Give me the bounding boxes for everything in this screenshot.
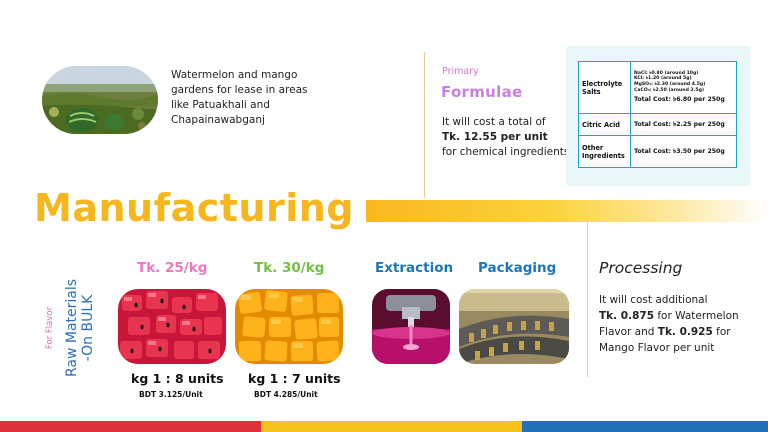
raw-materials-label: Raw Materials -On BULK bbox=[64, 279, 96, 377]
formulae-title: Formulae bbox=[441, 83, 523, 101]
watermelon-field-image bbox=[42, 66, 158, 134]
salt-line: CaCO₃: ৳2.50 (around 2.5g) bbox=[634, 87, 704, 93]
extraction-photo bbox=[372, 289, 450, 364]
table-row: Citric Acid Total Cost: ৳2.25 per 250g bbox=[578, 113, 737, 136]
processing-wm-text: for Watermelon Flavor and bbox=[599, 310, 739, 338]
watermelon-unit-cost: BDT 3.125/Unit bbox=[139, 390, 203, 399]
bottom-bar-yellow bbox=[261, 421, 523, 432]
table-row-label: Electrolyte Salts bbox=[578, 61, 631, 114]
processing-description: It will cost additional Tk. 0.875 for Wa… bbox=[599, 292, 767, 356]
field-caption: Watermelon and mango gardens for lease i… bbox=[171, 69, 308, 126]
packaging-photo bbox=[459, 289, 569, 364]
mango-processing-cost: Tk. 0.925 bbox=[657, 326, 713, 338]
mango-yield-ratio: kg 1 : 7 units bbox=[248, 371, 341, 386]
formulae-highlight: Tk. 12.55 per unit bbox=[442, 131, 548, 143]
processing-line1: It will cost additional bbox=[599, 294, 708, 306]
total-cost: Total Cost: ৳3.50 per 250g bbox=[634, 147, 725, 155]
table-row-detail: Total Cost: ৳2.25 per 250g bbox=[630, 113, 737, 136]
table-row-detail: Total Cost: ৳3.50 per 250g bbox=[630, 135, 737, 168]
mango-cubes-photo bbox=[235, 289, 343, 364]
packaging-heading: Packaging bbox=[478, 260, 557, 276]
raw-materials-line2: -On BULK bbox=[80, 294, 96, 362]
formulae-text-after: for chemical ingredients bbox=[442, 146, 570, 158]
watermelon-price: Tk. 25/kg bbox=[137, 260, 208, 276]
table-row: Electrolyte Salts NaCl: ৳0.80 (around 10… bbox=[578, 61, 737, 114]
salt-line: NaCl: ৳0.80 (around 10g) bbox=[634, 70, 699, 76]
extraction-heading: Extraction bbox=[375, 260, 454, 276]
table-row-label: Other Ingredients bbox=[578, 135, 631, 168]
salt-line: MgSO₄: ৳2.30 (around 4.5g) bbox=[634, 82, 706, 87]
formulae-description: It will cost a total of Tk. 12.55 per un… bbox=[442, 115, 577, 160]
watermelon-cubes-photo bbox=[118, 289, 226, 364]
processing-title: Processing bbox=[599, 259, 683, 277]
total-cost: Total Cost: ৳6.80 per 250g bbox=[634, 96, 725, 104]
mango-cubes-image bbox=[235, 289, 343, 364]
divider-line bbox=[424, 52, 425, 198]
raw-materials-line1: Raw Materials bbox=[64, 278, 80, 378]
divider-line bbox=[587, 222, 588, 377]
watermelon-field-photo bbox=[42, 66, 158, 134]
watermelon-cubes-image bbox=[118, 289, 226, 364]
bottom-bar-blue bbox=[522, 421, 768, 432]
packaging-image bbox=[459, 289, 569, 364]
manufacturing-title: Manufacturing bbox=[34, 186, 354, 230]
table-row-label: Citric Acid bbox=[578, 113, 631, 136]
bottom-bar-red bbox=[0, 421, 262, 432]
formulae-text-before: It will cost a total of bbox=[442, 116, 546, 128]
headline-accent-band bbox=[366, 200, 768, 222]
bottom-color-bar bbox=[0, 421, 768, 432]
mango-unit-cost: BDT 4.285/Unit bbox=[254, 390, 318, 399]
formulae-kicker: Primary bbox=[442, 66, 479, 77]
total-cost: Total Cost: ৳2.25 per 250g bbox=[634, 120, 725, 128]
mango-price: Tk. 30/kg bbox=[254, 260, 325, 276]
ingredient-cost-table: Electrolyte Salts NaCl: ৳0.80 (around 10… bbox=[578, 61, 737, 168]
watermelon-processing-cost: Tk. 0.875 bbox=[599, 310, 655, 322]
table-row: Other Ingredients Total Cost: ৳3.50 per … bbox=[578, 135, 737, 168]
watermelon-yield-ratio: kg 1 : 8 units bbox=[131, 371, 224, 386]
processing-mg-text: for Mango Flavor per unit bbox=[599, 326, 731, 354]
table-row-detail: NaCl: ৳0.80 (around 10g) KCl: ৳1.20 (aro… bbox=[630, 61, 737, 114]
salt-line: KCl: ৳1.20 (around 5g) bbox=[634, 76, 692, 82]
for-flavor-label: For Flavor bbox=[45, 306, 55, 350]
extraction-image bbox=[372, 289, 450, 364]
